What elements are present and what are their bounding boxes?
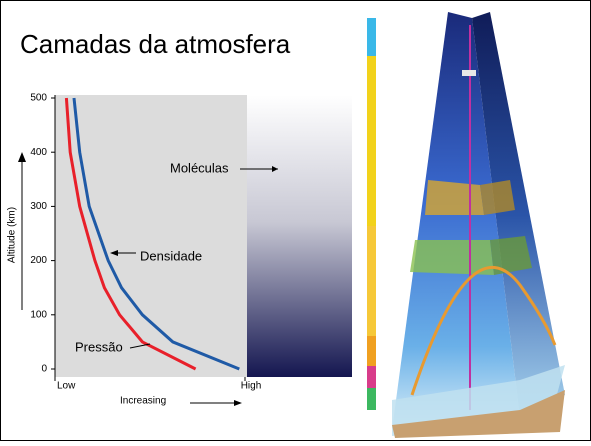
y-axis-label: Altitude (km) [7, 207, 18, 263]
x-tick-label: High [241, 381, 262, 392]
annotation: Moléculas [170, 160, 229, 175]
annotation: Pressão [75, 339, 123, 354]
molecule-gradient [247, 95, 352, 377]
y-tick-label: 500 [30, 93, 47, 104]
x-axis-label: Increasing [120, 396, 166, 407]
x-tick-label: Low [57, 381, 76, 392]
y-tick-label: 400 [30, 147, 47, 158]
y-tick-label: 0 [41, 364, 47, 375]
y-tick-label: 200 [30, 255, 47, 266]
slide: Camadas da atmosfera Increasing Altitude… [0, 0, 591, 441]
plot-area [55, 95, 247, 377]
page: Camadas da atmosfera Increasing Altitude… [0, 0, 591, 446]
annotation: Densidade [140, 248, 202, 263]
y-tick-label: 300 [30, 201, 47, 212]
title: Camadas da atmosfera [20, 29, 291, 59]
y-tick-label: 100 [30, 309, 47, 320]
